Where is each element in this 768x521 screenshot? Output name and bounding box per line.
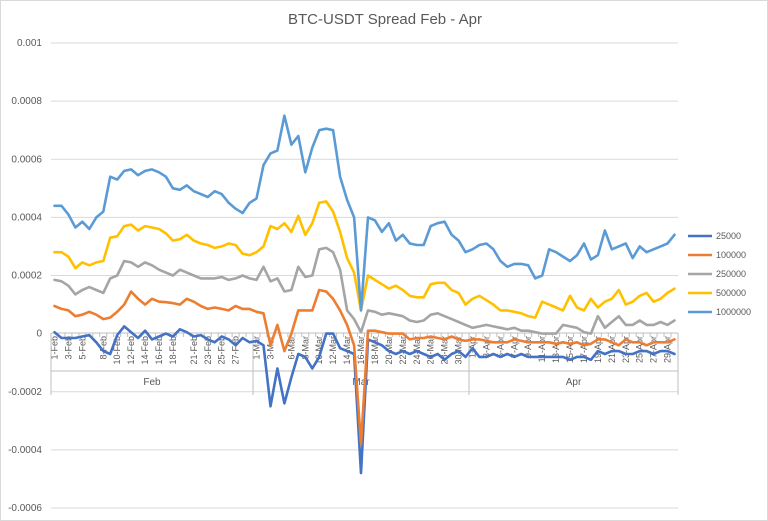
series-line-1000000 <box>53 114 676 312</box>
legend-label: 500000 <box>716 288 746 298</box>
y-tick-label: -0.0006 <box>8 503 42 514</box>
y-tick-label: -0.0002 <box>8 387 42 398</box>
x-tick-label: 8-Mar <box>300 336 310 360</box>
legend-label: 250000 <box>716 269 746 279</box>
x-tick-label: 18-Mar <box>370 336 380 365</box>
x-tick-label: 16-Mar <box>356 336 366 365</box>
x-tick-label: 29-Apr <box>663 336 673 363</box>
y-tick-label: 0.001 <box>17 38 42 49</box>
y-axis: 0.001 0.0008 0.0006 0.0004 0.0002 0 -0.0002 -0.… <box>8 38 42 514</box>
x-tick-label: 3-Apr <box>481 336 491 358</box>
x-tick-label: 27-Apr <box>649 336 659 363</box>
y-tick-label: 0.0004 <box>11 212 42 223</box>
x-tick-label: 17-Apr <box>579 336 589 363</box>
x-tick-label: 3-Feb <box>63 336 73 360</box>
series-line-250000 <box>53 246 676 335</box>
x-tick-label: 27-Feb <box>231 336 241 365</box>
x-tick-label: 26-Mar <box>426 336 436 365</box>
x-tick-label: 8-Feb <box>98 336 108 360</box>
x-tick-label: 3-Mar <box>265 336 275 360</box>
x-tick-label: 25-Apr <box>635 336 645 363</box>
x-tick-label: 23-Feb <box>203 336 213 365</box>
x-tick-label: 5-Feb <box>77 336 87 360</box>
x-tick-label: 21-Apr <box>607 336 617 363</box>
x-tick-label: 9-Apr <box>523 336 533 358</box>
x-tick-label: 10-Mar <box>314 336 324 365</box>
x-tick-label: 13-Apr <box>551 336 561 363</box>
x-tick-label: 15-Apr <box>565 336 575 363</box>
y-tick-label: 0.0002 <box>11 271 42 282</box>
x-tick-label: 10-Feb <box>112 336 122 365</box>
month-label: Mar <box>352 377 370 388</box>
x-tick-label: 12-Mar <box>328 336 338 365</box>
x-tick-label: 16-Feb <box>154 336 164 365</box>
x-tick-label: 21-Feb <box>189 336 199 365</box>
month-label: Feb <box>143 377 161 388</box>
chart-title: BTC-USDT Spread Feb - Apr <box>288 11 482 28</box>
legend-label: 25000 <box>716 231 741 241</box>
x-tick-label: 14-Feb <box>140 336 150 365</box>
legend-label: 100000 <box>716 250 746 260</box>
month-label: Apr <box>566 377 582 388</box>
legend-label: 1000000 <box>716 307 751 317</box>
x-tick-label: 5-Apr <box>495 336 505 358</box>
x-tick-label: 6-Mar <box>286 336 296 360</box>
series-lines <box>53 114 676 475</box>
y-tick-label: 0.0008 <box>11 96 42 107</box>
legend: 25000 100000 250000 500000 1000000 <box>688 231 751 317</box>
y-tick-label: 0 <box>36 329 42 340</box>
x-tick-label: 7-Apr <box>509 336 519 358</box>
y-tick-label: 0.0006 <box>11 154 42 165</box>
y-tick-label: -0.0004 <box>8 445 42 456</box>
x-tick-label: 19-Apr <box>593 336 603 363</box>
x-tick-label: 12-Feb <box>126 336 136 365</box>
x-tick-label: 25-Feb <box>217 336 227 365</box>
series-line-500000 <box>53 200 676 319</box>
x-tick-label: 28-Mar <box>440 336 450 365</box>
x-tick-label: 1-Feb <box>49 336 59 360</box>
series-line-100000 <box>53 288 676 446</box>
x-tick-label: 11-Apr <box>537 336 547 362</box>
x-tick-label: 23-Apr <box>621 336 631 363</box>
x-tick-label: 18-Feb <box>168 336 178 365</box>
x-tick-label: 1-Mar <box>252 336 262 360</box>
